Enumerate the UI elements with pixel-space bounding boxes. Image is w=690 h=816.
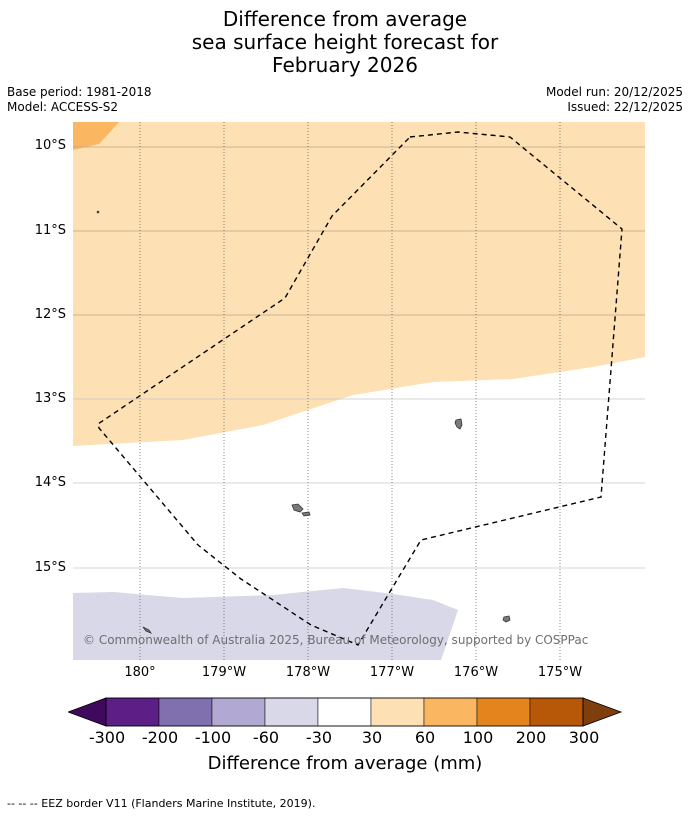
colorbar-cell-7 (423, 697, 478, 727)
title-line-3: February 2026 (272, 53, 418, 77)
lon-label-179w: 179°W (201, 665, 247, 680)
colorbar-cells (105, 697, 584, 727)
colorbar-tick-5: -30 (305, 728, 333, 747)
lat-label-15s: 15°S (34, 560, 66, 575)
island-swains (454, 418, 463, 430)
issued-date: Issued: 22/12/2025 (567, 100, 683, 114)
colorbar-tick-1: -300 (88, 728, 126, 747)
meta-right: Model run: 20/12/2025 Issued: 22/12/2025 (546, 85, 683, 115)
colorbar-tick-8: 100 (462, 728, 494, 747)
lat-label-12s: 12°S (34, 307, 66, 322)
colorbar-cell-2 (158, 697, 213, 727)
graticule (73, 146, 645, 569)
colorbar-tick-10: 300 (568, 728, 600, 747)
colorbar-cell-4 (264, 697, 319, 727)
colorbar-tick-6: 30 (361, 728, 383, 747)
lon-label-178w: 178°W (285, 665, 331, 680)
title-line-1: Difference from average (222, 7, 468, 31)
colorbar-tick-9: 200 (515, 728, 547, 747)
lon-label-177w: 177°W (369, 665, 415, 680)
colorbar-cell-5 (317, 697, 372, 727)
colorbar-over-arrow (582, 697, 623, 727)
colorbar-title: Difference from average (mm) (207, 753, 483, 774)
colorbar-tick-4: -60 (252, 728, 280, 747)
model-name: Model: ACCESS-S2 (7, 100, 119, 114)
map-title: Difference from average sea surface heig… (0, 8, 690, 77)
anomaly-region-30-60 (73, 122, 645, 446)
island-southwest (142, 626, 153, 634)
colorbar-under-arrow (68, 697, 107, 727)
lon-label-176w: 176°W (453, 665, 499, 680)
title-line-2: sea surface height forecast for (191, 30, 499, 54)
eez-legend: -- -- -- EEZ border V11 (Flanders Marine… (7, 797, 316, 810)
colorbar-cell-9 (529, 697, 584, 727)
island-wallis-b (301, 511, 311, 517)
copyright-text: © Commonwealth of Australia 2025, Bureau… (83, 633, 589, 647)
colorbar-tick-7: 60 (414, 728, 436, 747)
colorbar-tick-2: -200 (141, 728, 179, 747)
map-canvas (73, 122, 645, 660)
colorbar-cell-6 (370, 697, 425, 727)
lon-label-175w: 175°W (537, 665, 583, 680)
eez-border (97, 131, 623, 646)
colorbar-tick-3: -100 (194, 728, 232, 747)
lon-label-180: 180° (124, 665, 156, 680)
islands (96, 210, 511, 634)
island-east (502, 615, 511, 623)
colorbar-cell-1 (105, 697, 160, 727)
lat-label-11s: 11°S (34, 223, 66, 238)
base-period: Base period: 1981-2018 (7, 85, 152, 99)
island-wallis-a (291, 503, 304, 513)
lat-label-10s: 10°S (34, 138, 66, 153)
colorbar-cell-3 (211, 697, 266, 727)
island-small-north (96, 210, 100, 214)
lat-label-14s: 14°S (34, 475, 66, 490)
anomaly-region-minus-60-minus-30 (73, 588, 458, 660)
anomaly-region-60-100 (73, 122, 119, 150)
map-panel (73, 122, 645, 660)
colorbar-outline (105, 697, 584, 727)
colorbar (68, 697, 623, 727)
colorbar-cell-8 (476, 697, 531, 727)
model-run: Model run: 20/12/2025 (545, 85, 683, 99)
meta-left: Base period: 1981-2018 Model: ACCESS-S2 (7, 85, 152, 115)
lat-label-13s: 13°S (34, 391, 66, 406)
